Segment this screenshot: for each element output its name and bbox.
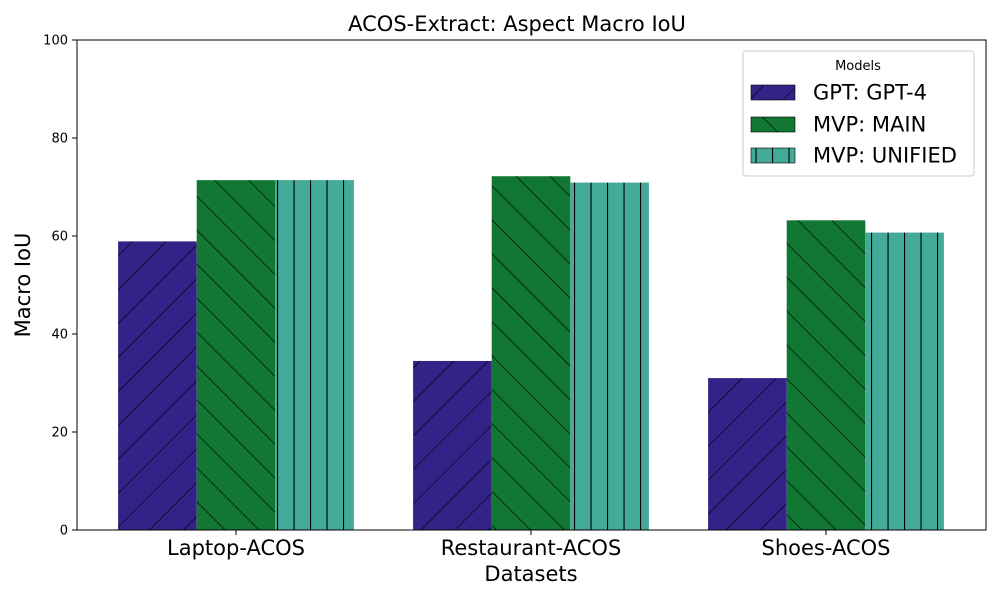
legend-title: Models [835, 59, 881, 74]
bars-group [118, 176, 944, 530]
bar-gpt-gpt-4-restaurant-acos [413, 360, 492, 530]
bar-mvp-unified-shoes-acos [865, 232, 944, 530]
legend-swatch [750, 116, 796, 133]
legend-swatch [750, 84, 796, 101]
legend-label: MVP: MAIN [813, 113, 926, 137]
legend-label: MVP: UNIFIED [813, 144, 957, 168]
x-axis: Laptop-ACOS Restaurant-ACOS Shoes-ACOS [167, 530, 890, 560]
bar-mvp-main-laptop-acos [196, 180, 276, 530]
x-tick-label: Shoes-ACOS [762, 536, 891, 560]
bar-mvp-unified-laptop-acos [275, 180, 354, 530]
x-tick-label: Laptop-ACOS [167, 536, 305, 560]
legend-box [742, 50, 975, 177]
x-tick-label: Restaurant-ACOS [441, 536, 622, 560]
bar-mvp-main-shoes-acos [786, 220, 866, 530]
y-tick-label: 0 [60, 524, 68, 539]
y-tick-label: 40 [51, 328, 68, 343]
y-tick-label: 100 [43, 34, 68, 49]
bar-gpt-gpt-4-shoes-acos [708, 378, 787, 530]
bar-mvp-main-restaurant-acos [491, 176, 571, 530]
legend-swatch [750, 147, 796, 164]
bar-gpt-gpt-4-laptop-acos [118, 241, 197, 530]
x-axis-title: Datasets [484, 562, 577, 586]
y-tick-label: 60 [51, 230, 68, 245]
y-tick-label: 20 [51, 426, 68, 441]
y-tick-label: 80 [51, 132, 68, 147]
y-axis: 0 20 40 60 80 100 [43, 34, 77, 539]
legend: Models GPT: GPT-4 MVP: MAIN MVP: UNIFIED [742, 50, 975, 177]
chart-title: ACOS-Extract: Aspect Macro IoU [348, 12, 686, 36]
legend-label: GPT: GPT-4 [813, 81, 927, 105]
bar-mvp-unified-restaurant-acos [570, 182, 649, 530]
y-axis-title: Macro IoU [11, 233, 35, 338]
